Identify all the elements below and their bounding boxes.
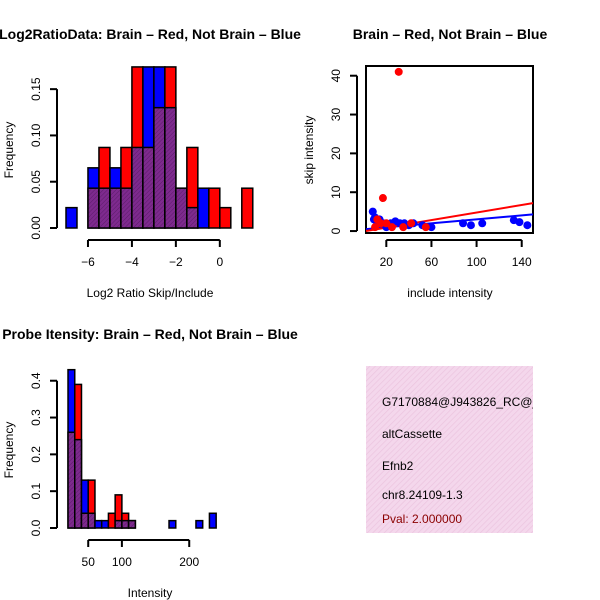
ratio-histogram-bar-overlap: [109, 187, 122, 229]
intensity-histogram-x-tick-label: 200: [179, 555, 199, 569]
scatter-y-axis: 0 10 20 30 40: [329, 69, 358, 234]
ratio-histogram-bar-overlap: [120, 187, 133, 229]
scatter-point-brain: [376, 219, 385, 228]
scatter-x-tick-label: 100: [467, 255, 487, 269]
scatter-point-not-brain: [427, 223, 436, 232]
scatter-point-brain: [421, 223, 430, 232]
intensity-histogram-bar-not-brain: [94, 519, 103, 529]
info-pval: Pval: 2.000000: [382, 512, 462, 526]
scatter-point-brain: [382, 219, 391, 228]
scatter-point-brain: [399, 223, 408, 232]
ratio-histogram-y-tick-label: 0.00: [29, 216, 43, 240]
ratio-histogram-title: Log2RatioData: Brain – Red, Not Brain – …: [0, 26, 301, 42]
ratio-histogram-bar-overlap: [164, 106, 177, 229]
scatter-point-brain: [394, 67, 403, 76]
scatter-title: Brain – Red, Not Brain – Blue: [353, 26, 548, 42]
intensity-histogram-bar-overlap: [74, 438, 83, 529]
intensity-histogram-bar-brain: [107, 512, 116, 529]
scatter-point-not-brain: [515, 218, 524, 227]
ratio-histogram-panel: Log2RatioData: Brain – Red, Not Brain – …: [0, 26, 301, 300]
ratio-histogram-bar-brain: [241, 187, 254, 229]
ratio-histogram-x-tick-label: −2: [169, 255, 183, 269]
intensity-histogram-y-axis: 0.0 0.1 0.2 0.3 0.4: [29, 372, 58, 536]
scatter-y-tick-label: 40: [329, 69, 343, 83]
info-gene-name: Efnb2: [382, 459, 414, 473]
ratio-histogram-x-axis: −6 −4 −2 0: [81, 239, 223, 269]
info-background: [366, 366, 533, 533]
intensity-histogram-bar-overlap: [67, 431, 76, 529]
ratio-histogram-bar-overlap: [153, 106, 166, 229]
scatter-x-axis: 20 60 100 140: [380, 239, 532, 269]
scatter-point-not-brain: [478, 219, 487, 228]
intensity-histogram-y-tick-label: 0.4: [29, 372, 43, 389]
scatter-y-tick-label: 20: [329, 146, 343, 160]
ratio-histogram-bar-brain: [208, 187, 221, 229]
scatter-point-not-brain: [523, 221, 532, 230]
info-probe-id: G7170884@J943826_RC@j_at: [382, 395, 552, 409]
intensity-histogram-bar-overlap: [80, 512, 89, 529]
ratio-histogram-y-tick-label: 0.10: [29, 123, 43, 147]
ratio-histogram-bar-overlap: [142, 146, 155, 229]
ratio-histogram-xlabel: Log2 Ratio Skip/Include: [87, 286, 214, 300]
scatter-x-tick-label: 20: [380, 255, 394, 269]
intensity-histogram-x-tick-label: 50: [82, 555, 96, 569]
info-location: chr8.24109-1.3: [382, 488, 463, 502]
info-event-type: altCassette: [382, 427, 442, 441]
intensity-histogram-bar-overlap: [87, 512, 96, 529]
intensity-histogram-x-tick-label: 100: [112, 555, 132, 569]
scatter-point-brain: [378, 194, 387, 203]
ratio-histogram-bar-overlap: [87, 187, 100, 229]
scatter-y-tick-label: 0: [329, 227, 343, 234]
scatter-y-tick-label: 10: [329, 185, 343, 199]
intensity-histogram-bar-not-brain: [195, 519, 204, 529]
intensity-histogram-y-tick-label: 0.3: [29, 409, 43, 426]
scatter-ylabel: skip intensity: [302, 116, 316, 185]
intensity-histogram-title: Probe Itensity: Brain – Red, Not Brain –…: [2, 326, 298, 342]
ratio-histogram-bar-not-brain: [197, 187, 210, 229]
ratio-histogram-x-tick-label: 0: [216, 255, 223, 269]
ratio-histogram-bar-overlap: [131, 146, 144, 229]
intensity-histogram-bars: [67, 368, 217, 529]
intensity-histogram-ylabel: Frequency: [2, 422, 16, 479]
scatter-x-tick-label: 140: [512, 255, 532, 269]
scatter-point-brain: [371, 223, 380, 232]
scatter-point-brain: [387, 223, 396, 232]
ratio-histogram-y-axis: 0.00 0.05 0.10 0.15: [29, 77, 58, 240]
ratio-histogram-bar-overlap: [98, 187, 111, 229]
scatter-panel: Brain – Red, Not Brain – Blue 20 60 100 140…: [302, 26, 547, 300]
intensity-histogram-bar-not-brain: [100, 519, 110, 529]
intensity-histogram-bar-not-brain: [168, 519, 177, 529]
intensity-histogram-xlabel: Intensity: [128, 586, 173, 600]
ratio-histogram-bar-overlap: [175, 187, 188, 229]
ratio-histogram-bar-overlap: [186, 206, 199, 229]
ratio-histogram-ylabel: Frequency: [2, 122, 16, 179]
scatter-y-tick-label: 30: [329, 108, 343, 122]
ratio-histogram-x-tick-label: −4: [125, 255, 139, 269]
info-panel: G7170884@J943826_RC@j_at altCassette Efn…: [366, 366, 552, 533]
ratio-histogram-x-tick-label: −6: [81, 255, 95, 269]
ratio-histogram-bar-not-brain: [65, 206, 78, 229]
scatter-xlabel: include intensity: [407, 286, 492, 300]
intensity-histogram-bar-overlap: [127, 519, 137, 529]
scatter-points: [368, 67, 532, 232]
intensity-histogram-y-tick-label: 0.0: [29, 519, 43, 536]
ratio-histogram-bars: [65, 66, 254, 229]
ratio-histogram-bar-brain: [219, 206, 232, 229]
intensity-histogram-y-tick-label: 0.1: [29, 483, 43, 500]
scatter-plot-box: [365, 65, 534, 234]
ratio-histogram-y-tick-label: 0.15: [29, 77, 43, 101]
intensity-histogram-bar-overlap: [114, 519, 123, 529]
intensity-histogram-x-axis: 50 100 200: [82, 539, 200, 569]
intensity-histogram-y-tick-label: 0.2: [29, 446, 43, 463]
intensity-histogram-bar-not-brain: [208, 512, 217, 529]
intensity-histogram-panel: Probe Itensity: Brain – Red, Not Brain –…: [2, 326, 298, 600]
scatter-point-brain: [407, 219, 416, 228]
scatter-point-not-brain: [459, 219, 468, 228]
scatter-point-not-brain: [466, 221, 475, 230]
intensity-histogram-bar-overlap: [121, 519, 130, 529]
ratio-histogram-y-tick-label: 0.05: [29, 170, 43, 194]
scatter-x-tick-label: 60: [425, 255, 439, 269]
